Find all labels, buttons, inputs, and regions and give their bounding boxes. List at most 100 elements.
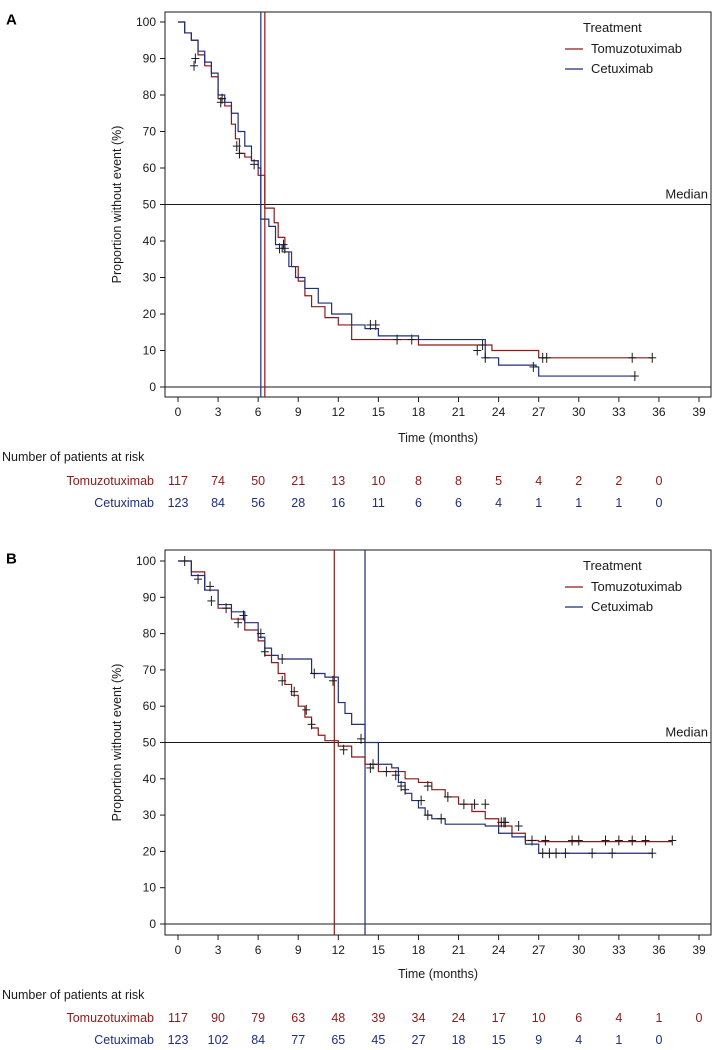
y-tick-label: 100 [136,15,156,29]
x-tick-label: 21 [452,405,466,419]
y-tick-label: 30 [143,271,157,285]
x-tick-label: 24 [492,405,506,419]
km-curve-tomuzotuximab [178,560,673,843]
risk-row-label: Tomuzotuximab [66,474,154,488]
risk-count: 8 [455,474,462,488]
risk-count: 0 [655,1033,662,1047]
x-tick-label: 24 [492,943,506,957]
risk-count: 102 [208,1033,229,1047]
risk-count: 9 [535,1033,542,1047]
x-tick-label: 3 [215,943,222,957]
x-tick-label: 36 [652,943,666,957]
risk-row-label: Tomuzotuximab [66,1011,154,1025]
risk-count: 1 [575,496,582,510]
risk-count: 21 [291,474,305,488]
risk-count: 84 [211,496,225,510]
y-tick-label: 90 [143,52,157,66]
y-tick-label: 70 [143,663,157,677]
risk-count: 15 [492,1033,506,1047]
risk-count: 8 [415,474,422,488]
risk-count: 34 [412,1011,426,1025]
x-tick-label: 12 [332,405,346,419]
km-curve-tomuzotuximab [178,21,653,359]
y-tick-label: 60 [143,161,157,175]
x-tick-label: 30 [572,405,586,419]
y-tick-label: 0 [149,917,156,931]
risk-count: 17 [492,1011,506,1025]
y-tick-label: 50 [143,736,157,750]
risk-count: 0 [655,496,662,510]
risk-count: 4 [575,1033,582,1047]
legend-entry: Cetuximab [591,599,653,614]
risk-count: 117 [168,474,188,488]
risk-count: 2 [575,474,582,488]
x-axis-title: Time (months) [398,431,478,445]
x-tick-label: 21 [452,943,466,957]
risk-count: 65 [331,1033,345,1047]
x-tick-label: 15 [372,405,386,419]
panel-letter: B [6,550,17,567]
risk-count: 39 [371,1011,385,1025]
y-tick-label: 100 [136,554,156,568]
risk-count: 5 [495,474,502,488]
risk-row-label: Cetuximab [94,1033,154,1047]
x-tick-label: 33 [612,405,626,419]
panel-letter: A [6,11,17,28]
risk-count: 28 [291,496,305,510]
risk-table-title: Number of patients at risk [2,450,145,464]
x-tick-label: 33 [612,943,626,957]
risk-count: 50 [251,474,265,488]
risk-count: 45 [371,1033,385,1047]
y-axis-title: Proportion without event (%) [110,664,124,822]
km-curve-cetuximab [178,560,653,854]
risk-count: 18 [452,1033,466,1047]
risk-count: 6 [455,496,462,510]
x-tick-label: 39 [692,405,706,419]
risk-count: 6 [415,496,422,510]
x-tick-label: 36 [652,405,666,419]
y-tick-label: 10 [143,881,157,895]
risk-count: 79 [251,1011,265,1025]
risk-count: 1 [655,1011,662,1025]
y-tick-label: 60 [143,699,157,713]
x-tick-label: 15 [372,943,386,957]
legend-title: Treatment [583,558,642,573]
risk-count: 4 [495,496,502,510]
risk-count: 27 [412,1033,426,1047]
y-tick-label: 90 [143,590,157,604]
x-tick-label: 27 [532,405,546,419]
x-tick-label: 9 [295,405,302,419]
x-tick-label: 30 [572,943,586,957]
risk-count: 1 [615,496,622,510]
y-axis-title: Proportion without event (%) [110,126,124,284]
risk-count: 13 [331,474,345,488]
x-tick-label: 27 [532,943,546,957]
x-tick-label: 0 [175,405,182,419]
km-curve-cetuximab [178,21,635,377]
x-tick-label: 18 [412,405,426,419]
y-tick-label: 70 [143,125,157,139]
median-label: Median [665,187,708,202]
median-label: Median [665,725,708,740]
risk-count: 63 [291,1011,305,1025]
y-tick-label: 20 [143,307,157,321]
risk-count: 4 [615,1011,622,1025]
y-tick-label: 10 [143,344,157,358]
risk-count: 56 [251,496,265,510]
risk-count: 4 [535,474,542,488]
risk-count: 84 [251,1033,265,1047]
x-tick-label: 3 [215,405,222,419]
x-axis-title: Time (months) [398,967,478,981]
risk-count: 1 [615,1033,622,1047]
x-tick-label: 0 [175,943,182,957]
legend-entry: Cetuximab [591,61,653,76]
x-tick-label: 12 [332,943,346,957]
x-tick-label: 9 [295,943,302,957]
y-tick-label: 0 [149,380,156,394]
risk-count: 6 [575,1011,582,1025]
x-tick-label: 6 [255,943,262,957]
legend-title: Treatment [583,20,642,35]
